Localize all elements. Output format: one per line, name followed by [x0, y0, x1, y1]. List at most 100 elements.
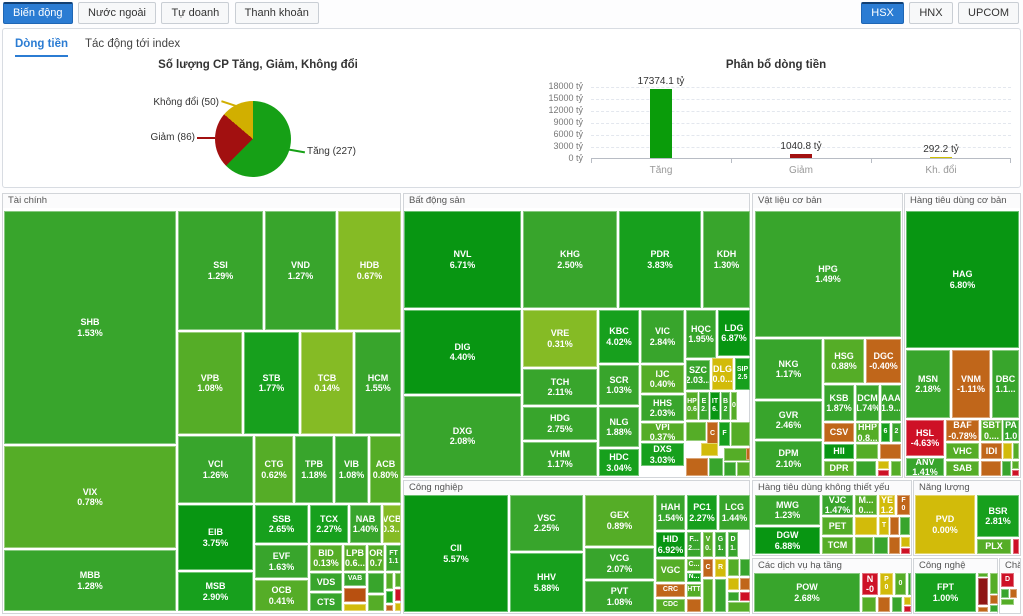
treemap-cell-TCH[interactable]: TCH 2.11%	[523, 369, 597, 405]
treemap-cell-N[interactable]: N -0	[862, 573, 878, 595]
treemap-cell[interactable]	[904, 597, 911, 605]
treemap-cell[interactable]	[880, 444, 901, 459]
treemap-cell-PDR[interactable]: PDR 3.83%	[619, 211, 701, 308]
treemap-cell-NLG[interactable]: NLG 1.88%	[599, 407, 639, 447]
treemap-cell[interactable]	[856, 461, 876, 476]
treemap-cell[interactable]	[978, 607, 988, 612]
treemap-cell-OCB[interactable]: OCB 0.41%	[255, 580, 308, 611]
tab-hsx[interactable]: HSX	[861, 2, 904, 24]
treemap-cell-PET[interactable]: PET	[822, 517, 853, 535]
treemap-cell[interactable]	[901, 548, 910, 554]
treemap-cell-CTG[interactable]: CTG 0.62%	[255, 436, 293, 503]
treemap-cell-HQC[interactable]: HQC 1.95%	[686, 310, 716, 358]
treemap-cell[interactable]	[1003, 443, 1012, 459]
treemap-cell-VSC[interactable]: VSC 2.25%	[510, 495, 583, 551]
treemap-cell-LCG[interactable]: LCG 1.44%	[719, 495, 750, 530]
treemap-cell-0[interactable]: 0	[731, 392, 737, 420]
treemap-cell-T[interactable]: T	[879, 517, 889, 535]
treemap-cell-IDI[interactable]: IDI	[981, 443, 1002, 459]
treemap-cell[interactable]	[874, 537, 888, 554]
treemap-cell-ANV[interactable]: ANV 1.41%	[906, 458, 944, 476]
tab-nuoc-ngoai[interactable]: Nước ngoài	[78, 2, 156, 24]
treemap-cell-SIP[interactable]: SIP 2.5	[735, 358, 750, 390]
treemap-cell-VCI[interactable]: VCI 1.26%	[178, 436, 253, 503]
treemap-cell-SZC[interactable]: SZC 2.03...	[686, 360, 710, 390]
treemap-cell[interactable]	[978, 578, 988, 605]
treemap-cell[interactable]	[855, 537, 873, 554]
treemap-cell-DGW[interactable]: DGW 6.88%	[755, 527, 820, 554]
treemap-cell-HTT[interactable]: HTT	[687, 584, 701, 597]
treemap-cell[interactable]	[703, 579, 713, 612]
treemap-cell[interactable]	[878, 461, 889, 469]
treemap-cell[interactable]	[1013, 539, 1019, 554]
treemap-cell[interactable]	[1012, 461, 1019, 469]
treemap-cell-YE[interactable]: YE 1.2	[879, 495, 895, 515]
treemap-cell-C[interactable]: C	[703, 559, 713, 577]
bar-Giảm[interactable]	[790, 153, 812, 158]
bar-Tăng[interactable]	[650, 88, 672, 158]
treemap-cell-NVL[interactable]: NVL 6.71%	[404, 211, 521, 308]
treemap-cell-IJC[interactable]: IJC 0.40%	[641, 365, 684, 393]
treemap-cell-KHG[interactable]: KHG 2.50%	[523, 211, 617, 308]
treemap-cell-F...[interactable]: F... 2....	[687, 532, 701, 557]
treemap-cell[interactable]	[981, 461, 1001, 476]
treemap-cell-DXG[interactable]: DXG 2.08%	[404, 396, 521, 476]
treemap-cell-HHS[interactable]: HHS 2.03%	[641, 395, 684, 421]
treemap-cell-CRC[interactable]: CRC	[656, 584, 685, 597]
treemap-cell[interactable]	[724, 462, 736, 476]
treemap-cell-AAA[interactable]: AAA 1.9...	[881, 385, 901, 421]
treemap-cell[interactable]	[395, 589, 401, 601]
bar-Kh. đổi[interactable]	[930, 156, 952, 158]
treemap-cell-MBB[interactable]: MBB 1.28%	[4, 550, 176, 611]
treemap-cell-DPM[interactable]: DPM 2.10%	[755, 441, 822, 476]
tab-thanh-khoan[interactable]: Thanh khoản	[234, 2, 319, 24]
treemap-cell-HAG[interactable]: HAG 6.80%	[906, 211, 1019, 348]
treemap-cell-TCM[interactable]: TCM	[822, 537, 853, 554]
treemap-cell-EVF[interactable]: EVF 1.63%	[255, 545, 308, 578]
treemap-cell[interactable]	[395, 603, 401, 611]
treemap-cell[interactable]	[890, 517, 899, 535]
treemap-cell-SCR[interactable]: SCR 1.03%	[599, 365, 639, 405]
treemap-cell-CTS[interactable]: CTS	[310, 593, 342, 611]
treemap-cell[interactable]	[878, 470, 889, 476]
tab-bien-dong[interactable]: Biến động	[3, 2, 73, 24]
treemap-cell[interactable]	[990, 605, 998, 612]
treemap-cell[interactable]	[701, 443, 718, 456]
treemap-cell[interactable]	[892, 597, 902, 612]
treemap-cell-VAB[interactable]: VAB	[344, 573, 366, 586]
treemap-cell-IT[interactable]: IT 6.	[710, 392, 720, 420]
treemap-cell-SHB[interactable]: SHB 1.53%	[4, 211, 176, 444]
treemap-cell-HID[interactable]: HID 6.92%	[656, 532, 685, 557]
treemap-cell[interactable]	[687, 599, 701, 612]
treemap-cell-SAB[interactable]: SAB	[946, 461, 979, 476]
treemap-cell-HDC[interactable]: HDC 3.04%	[599, 449, 639, 476]
treemap-cell[interactable]	[386, 573, 393, 589]
treemap-cell[interactable]	[395, 573, 401, 587]
treemap-cell-DGC[interactable]: DGC -0.40%	[866, 339, 901, 383]
treemap-cell-EIB[interactable]: EIB 3.75%	[178, 505, 253, 570]
treemap-cell-D[interactable]: D	[1001, 573, 1014, 587]
treemap-cell-D[interactable]: D 1.	[728, 532, 738, 557]
treemap-cell-MSN[interactable]: MSN 2.18%	[906, 350, 950, 418]
treemap-cell-VHC[interactable]: VHC	[946, 443, 979, 459]
treemap-cell-N...[interactable]: N...	[687, 573, 701, 582]
treemap-cell-GEX[interactable]: GEX 0.89%	[585, 495, 654, 546]
treemap-cell[interactable]	[1013, 443, 1019, 459]
treemap-cell[interactable]	[715, 579, 726, 612]
treemap-cell[interactable]	[368, 573, 384, 593]
treemap-cell-DLG[interactable]: DLG 0.0...	[712, 358, 733, 390]
treemap-cell-HHP[interactable]: HHP 0.8...	[856, 423, 879, 442]
treemap-cell-KBC[interactable]: KBC 4.02%	[599, 310, 639, 363]
treemap-cell-ACB[interactable]: ACB 0.80%	[370, 436, 401, 503]
treemap-cell-LDG[interactable]: LDG 6.87%	[718, 310, 750, 356]
treemap-cell-DPR[interactable]: DPR	[824, 461, 854, 476]
treemap-cell-M...[interactable]: M... 0....	[855, 495, 877, 515]
treemap-cell[interactable]	[978, 573, 988, 577]
treemap-cell-HHV[interactable]: HHV 5.88%	[510, 553, 583, 612]
treemap-cell-HPG[interactable]: HPG 1.49%	[755, 211, 901, 337]
treemap-cell[interactable]	[728, 578, 739, 590]
treemap-cell[interactable]	[990, 595, 998, 604]
treemap-cell-TCX[interactable]: TCX 2.27%	[310, 505, 348, 543]
